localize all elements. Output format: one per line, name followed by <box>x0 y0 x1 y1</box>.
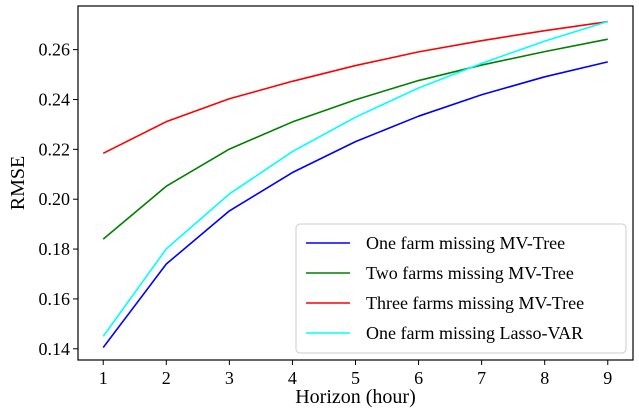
x-tick-label: 1 <box>99 368 108 388</box>
x-tick-label: 4 <box>288 368 297 388</box>
legend-label: One farm missing MV-Tree <box>366 233 565 253</box>
series-line-one-farm-missing-mv-tree <box>102 61 608 349</box>
legend-label: Three farms missing MV-Tree <box>366 293 584 313</box>
y-tick-label: 0.18 <box>39 239 71 259</box>
x-tick-label: 8 <box>540 368 549 388</box>
legend-label: One farm missing Lasso-VAR <box>366 323 583 343</box>
x-axis: 1 2 3 4 5 6 7 8 9 <box>99 360 612 388</box>
y-tick-label: 0.24 <box>39 89 71 109</box>
series-line-three-farms-missing-mv-tree <box>102 20 608 155</box>
x-tick-label: 5 <box>351 368 360 388</box>
legend-box <box>295 223 627 354</box>
x-tick-label: 3 <box>225 368 234 388</box>
y-axis-label: RMSE <box>7 156 29 210</box>
y-tick-label: 0.26 <box>39 40 71 60</box>
y-tick-label: 0.20 <box>39 189 71 209</box>
x-tick-label: 7 <box>477 368 486 388</box>
x-tick-label: 9 <box>603 368 612 388</box>
series-line-one-farm-missing-lasso-var <box>102 20 609 337</box>
y-axis: 0.14 0.16 0.18 0.20 0.22 0.24 0.26 <box>39 40 78 359</box>
legend: One farm missing MV-Tree Two farms missin… <box>295 223 627 354</box>
y-tick-label: 0.14 <box>39 339 71 359</box>
y-tick-label: 0.16 <box>39 289 71 309</box>
x-tick-label: 6 <box>414 368 423 388</box>
series-line-two-farms-missing-mv-tree <box>102 38 608 240</box>
x-tick-label: 2 <box>162 368 171 388</box>
y-tick-label: 0.22 <box>39 139 71 159</box>
legend-label: Two farms missing MV-Tree <box>366 263 574 283</box>
x-axis-label: Horizon (hour) <box>295 386 416 408</box>
series-layer <box>102 20 609 349</box>
